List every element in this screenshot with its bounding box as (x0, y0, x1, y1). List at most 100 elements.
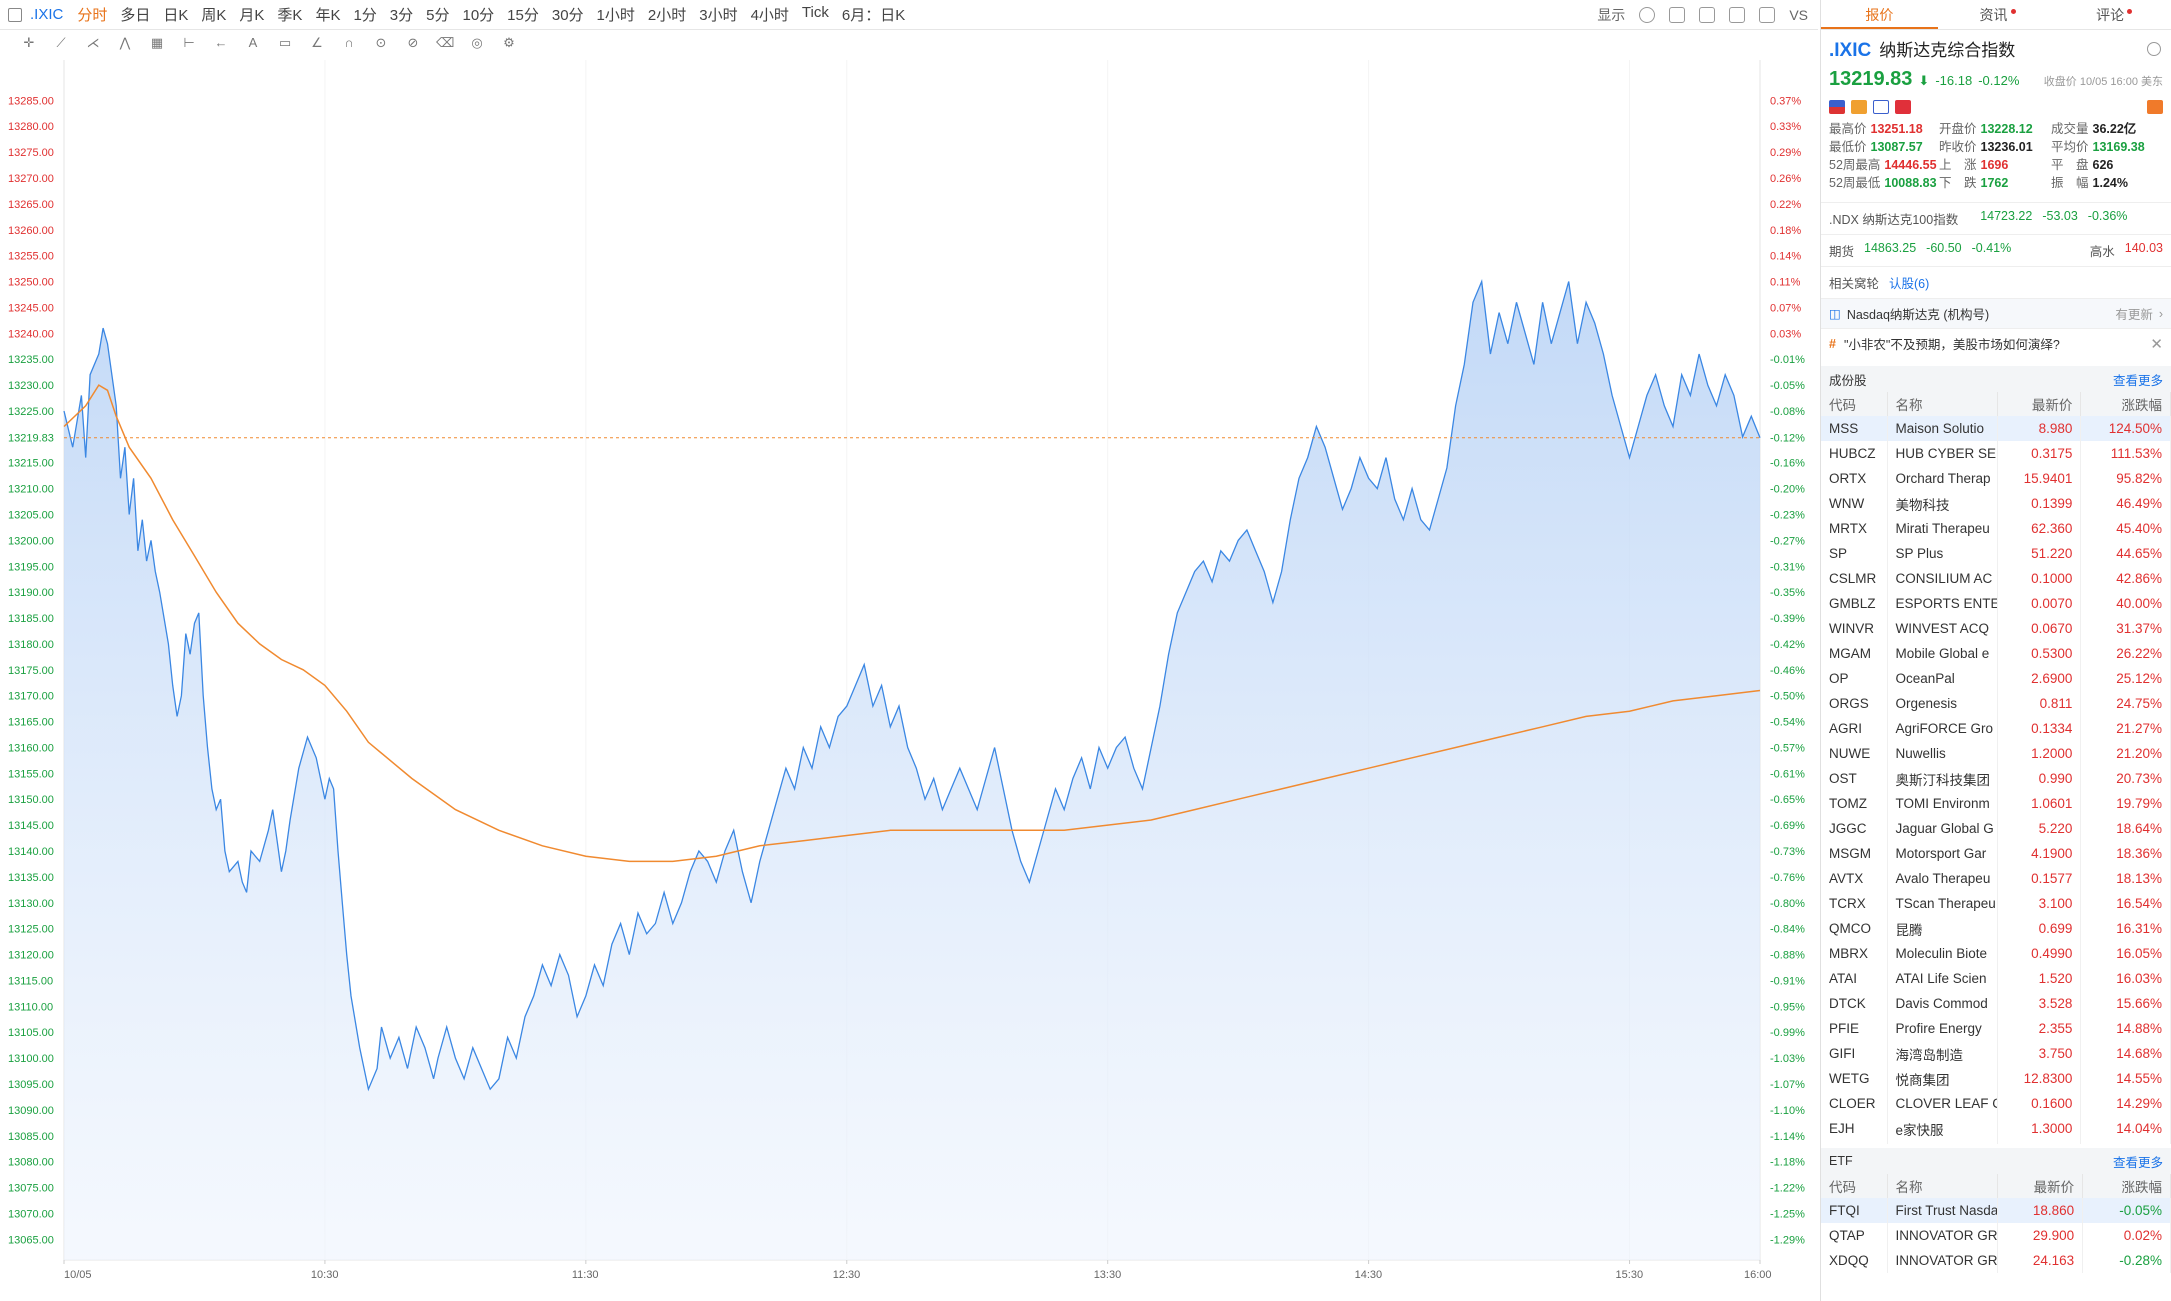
news-item-institution[interactable]: ◫ Nasdaq纳斯达克 (机构号) 有更新 › (1821, 298, 2171, 328)
fullscreen-icon[interactable] (1759, 7, 1776, 23)
intraday-chart[interactable]: 13285.00 0.37% 13280.00 0.33% 13275.00 0.29% 1… (0, 60, 1818, 1301)
lock-icon[interactable]: ⊙ (375, 35, 387, 50)
futures-row[interactable]: 期货 14863.25 -60.50 -0.41% 高水 140.03 (1821, 234, 2171, 266)
period-2[interactable]: 日K (163, 7, 189, 24)
col-code[interactable]: 代码 (1821, 392, 1888, 416)
table-row[interactable]: GIFI 海湾岛制造 3.750 14.68% (1821, 1041, 2171, 1066)
period-17[interactable]: Tick (801, 4, 829, 21)
table-row[interactable]: ATAI ATAI Life Scien 1.520 16.03% (1821, 966, 2171, 991)
news-item-topic[interactable]: # "小非农"不及预期，美股市场如何演绎? ✕ (1821, 328, 2171, 358)
table-row[interactable]: DXN德迅其9.45013.72% (1821, 1141, 2171, 1144)
period-0[interactable]: 分时 (77, 7, 108, 24)
alert-badge-icon[interactable] (2147, 100, 2163, 114)
table-row[interactable]: EJH e家快服 1.3000 14.04% (1821, 1116, 2171, 1141)
measure-tool-icon[interactable]: ⊢ (183, 35, 195, 50)
tab-comments[interactable]: 评论 (2054, 0, 2171, 29)
compare-button[interactable]: VS (1789, 7, 1808, 23)
table-row[interactable]: QMCO 昆腾 0.699 16.31% (1821, 916, 2171, 941)
close-icon[interactable]: ✕ (2150, 335, 2163, 353)
col-name[interactable]: 名称 (1887, 392, 1998, 416)
layout-icon[interactable] (1669, 7, 1686, 23)
table-row[interactable]: MRTX Mirati Therapeu 62.360 45.40% (1821, 516, 2171, 541)
col-change[interactable]: 涨跌幅 (2080, 392, 2171, 416)
symbol-label[interactable]: .IXIC (30, 6, 64, 23)
table-row[interactable]: GMBLZ ESPORTS ENTE 0.0070 40.00% (1821, 591, 2171, 616)
period-9[interactable]: 5分 (426, 7, 450, 24)
table-row[interactable]: DTCK Davis Commod 3.528 15.66% (1821, 991, 2171, 1016)
components-more-link[interactable]: 查看更多 (2112, 373, 2163, 388)
table-row[interactable]: TOMZ TOMI Environm 1.0601 19.79% (1821, 791, 2171, 816)
period-11[interactable]: 15分 (507, 7, 539, 24)
period-1[interactable]: 多日 (120, 7, 151, 24)
line-tool-icon[interactable]: ⟋ (56, 35, 66, 50)
table-row[interactable]: TCRX TScan Therapeu 3.100 16.54% (1821, 891, 2171, 916)
display-menu[interactable]: 显示 (1597, 7, 1626, 23)
heart-badge-icon[interactable] (1895, 100, 1911, 114)
table-row[interactable]: AGRI AgriFORCE Gro 0.1334 21.27% (1821, 716, 2171, 741)
hide-icon[interactable]: ⊘ (407, 35, 419, 50)
doc-badge-icon[interactable] (1873, 100, 1889, 114)
gear-icon[interactable] (2147, 42, 2161, 56)
table-row[interactable]: AVTX Avalo Therapeu 0.1577 18.13% (1821, 866, 2171, 891)
period-12[interactable]: 30分 (551, 7, 584, 24)
sidebar-toggle-icon[interactable] (8, 7, 22, 22)
table-row[interactable]: FTQI First Trust Nasdaq 18.860 -0.05% (1821, 1198, 2171, 1223)
period-8[interactable]: 3分 (389, 7, 414, 24)
table-row[interactable]: WINVR WINVEST ACQ 0.0670 31.37% (1821, 616, 2171, 641)
period-10[interactable]: 10分 (462, 7, 495, 24)
magnet-icon[interactable]: ∩ (344, 35, 354, 50)
period-3[interactable]: 周K (201, 7, 227, 24)
etf-more-link[interactable]: 查看更多 (2112, 1155, 2163, 1170)
text-tool-icon[interactable]: A (248, 35, 258, 50)
table-row[interactable]: ORTX Orchard Therap 15.9401 95.82% (1821, 466, 2171, 491)
col-change[interactable]: 涨跌幅 (2082, 1174, 2171, 1198)
period-16[interactable]: 4小时 (750, 7, 789, 24)
period-6[interactable]: 年K (315, 7, 341, 24)
tab-quote[interactable]: 报价 (1821, 0, 1938, 29)
draw-icon[interactable] (1729, 7, 1746, 23)
table-row[interactable]: OST 奥斯汀科技集团 0.990 20.73% (1821, 766, 2171, 791)
table-row[interactable]: MGAM Mobile Global e 0.5300 26.22% (1821, 641, 2171, 666)
table-row[interactable]: WETG 悦商集团 12.8300 14.55% (1821, 1066, 2171, 1091)
ndx-row[interactable]: .NDX 纳斯达克100指数 14723.22 -53.03 -0.36% (1821, 202, 2171, 234)
warrants-link[interactable]: 认股(6) (1889, 277, 1930, 291)
star-badge-icon[interactable] (1851, 100, 1867, 114)
period-18[interactable]: 6月：日K (841, 7, 906, 24)
table-row[interactable]: MBRX Moleculin Biote 0.4990 16.05% (1821, 941, 2171, 966)
pattern-tool-icon[interactable]: ▦ (150, 35, 164, 50)
table-row[interactable]: MSGM Motorsport Gar 4.1900 18.36% (1821, 841, 2171, 866)
period-7[interactable]: 1分 (353, 7, 377, 24)
arrow-tool-icon[interactable]: ← (214, 35, 228, 50)
table-row[interactable]: MSS Maison Solutio 8.980 124.50% (1821, 416, 2171, 441)
table-row[interactable]: CLOER CLOVER LEAF C 0.1600 14.29% (1821, 1091, 2171, 1116)
table-row[interactable]: NUWE Nuwellis 1.2000 21.20% (1821, 741, 2171, 766)
channel-tool-icon[interactable]: ⋌ (86, 35, 100, 50)
tab-news[interactable]: 资讯 (1938, 0, 2055, 29)
period-15[interactable]: 3小时 (699, 7, 738, 24)
table-row[interactable]: PFIE Profire Energy 2.355 14.88% (1821, 1016, 2171, 1041)
wave-tool-icon[interactable]: ⋀ (119, 35, 131, 50)
table-row[interactable]: SP SP Plus 51.220 44.65% (1821, 541, 2171, 566)
table-row[interactable]: QTAP INNOVATOR GRO 29.900 0.02% (1821, 1223, 2171, 1248)
col-price[interactable]: 最新价 (1997, 392, 2082, 416)
table-row[interactable]: JGGC Jaguar Global G 5.220 18.64% (1821, 816, 2171, 841)
col-name[interactable]: 名称 (1887, 1174, 1998, 1198)
period-5[interactable]: 季K (277, 7, 303, 24)
period-14[interactable]: 2小时 (647, 7, 687, 24)
col-code[interactable]: 代码 (1821, 1174, 1888, 1198)
camera-icon[interactable] (1699, 7, 1716, 23)
period-4[interactable]: 月K (239, 7, 265, 24)
note-tool-icon[interactable]: ▭ (278, 35, 292, 50)
period-13[interactable]: 1小时 (596, 7, 635, 24)
table-row[interactable]: HUBCZ HUB CYBER SE 0.3175 111.53% (1821, 441, 2171, 466)
table-row[interactable]: XDQQ INNOVATOR GRO 24.163 -0.28% (1821, 1248, 2171, 1273)
crosshair-icon[interactable]: ✛ (23, 35, 35, 50)
delete-icon[interactable]: ⌫ (436, 35, 455, 50)
visibility-icon[interactable]: ◎ (471, 35, 483, 50)
table-row[interactable]: ORGS Orgenesis 0.811 24.75% (1821, 691, 2171, 716)
gear-icon[interactable]: ⚙ (503, 35, 515, 50)
table-row[interactable]: WNW 美物科技 0.1399 46.49% (1821, 491, 2171, 516)
col-price[interactable]: 最新价 (1997, 1174, 2084, 1198)
eraser-icon[interactable]: ∠ (311, 35, 323, 50)
table-row[interactable]: CSLMR CONSILIUM AC 0.1000 42.86% (1821, 566, 2171, 591)
